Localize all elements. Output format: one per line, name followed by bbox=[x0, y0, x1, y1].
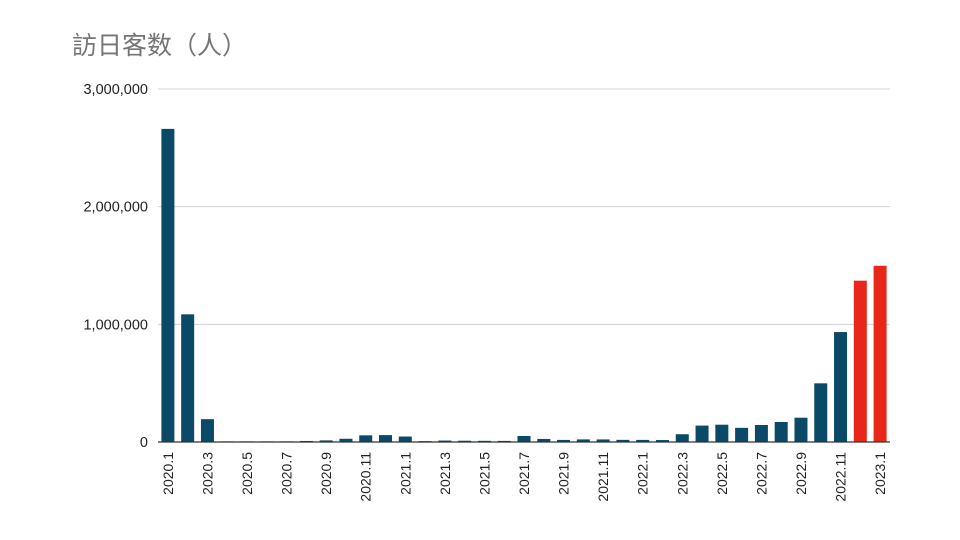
y-tick-label: 0 bbox=[140, 435, 148, 451]
x-tick-label: 2022.5 bbox=[714, 452, 730, 495]
bar bbox=[339, 438, 353, 442]
bar bbox=[636, 439, 650, 442]
x-tick-label: 2020.9 bbox=[318, 452, 334, 495]
x-tick-label: 2022.11 bbox=[833, 452, 849, 502]
x-tick-label: 2020.7 bbox=[279, 452, 295, 495]
bar bbox=[379, 435, 393, 442]
bar bbox=[161, 128, 175, 442]
bar bbox=[517, 435, 531, 442]
x-tick-label: 2023.1 bbox=[872, 452, 888, 495]
bar bbox=[814, 383, 828, 442]
x-tick-label: 2021.9 bbox=[556, 452, 572, 495]
x-tick-label: 2021.11 bbox=[595, 452, 611, 502]
bar bbox=[873, 265, 887, 442]
x-tick-label: 2022.1 bbox=[635, 452, 651, 495]
x-tick-label: 2021.5 bbox=[476, 452, 492, 495]
y-tick-labels: 0 1,000,000 2,000,000 3,000,000 bbox=[83, 82, 148, 451]
bars bbox=[161, 128, 887, 442]
bar bbox=[537, 438, 551, 442]
bar bbox=[794, 417, 808, 442]
y-tick-label: 3,000,000 bbox=[83, 82, 148, 98]
bar bbox=[200, 419, 214, 442]
bar bbox=[616, 439, 630, 442]
x-tick-label: 2020.1 bbox=[160, 452, 176, 495]
bar bbox=[359, 435, 373, 442]
x-tick-label: 2022.7 bbox=[753, 452, 769, 495]
bar bbox=[675, 434, 689, 442]
x-tick-label: 2021.3 bbox=[437, 452, 453, 495]
gridlines bbox=[158, 88, 890, 325]
x-tick-labels: 2020.1 2020.3 2020.5 2020.7 2020.9 2020.11 202… bbox=[160, 452, 888, 502]
bar bbox=[655, 440, 669, 442]
x-tick-label: 2020.3 bbox=[199, 452, 215, 495]
bar bbox=[754, 424, 768, 442]
x-tick-label: 2020.5 bbox=[239, 452, 255, 495]
bar bbox=[398, 436, 412, 442]
bar bbox=[319, 440, 333, 442]
x-tick-label: 2021.7 bbox=[516, 452, 532, 495]
y-tick-label: 2,000,000 bbox=[83, 200, 148, 216]
bar bbox=[438, 440, 452, 442]
bar bbox=[853, 280, 867, 442]
bar bbox=[458, 440, 472, 442]
bar bbox=[596, 439, 610, 442]
bar bbox=[576, 439, 590, 442]
bar bbox=[181, 314, 195, 442]
x-tick-label: 2020.11 bbox=[358, 452, 374, 502]
y-tick-label: 1,000,000 bbox=[83, 317, 148, 333]
bar bbox=[557, 439, 571, 442]
chart-title: 訪日客数（人） bbox=[72, 31, 248, 60]
bar bbox=[834, 332, 848, 442]
x-tick-label: 2022.9 bbox=[793, 452, 809, 495]
x-tick-label: 2021.1 bbox=[397, 452, 413, 495]
bar bbox=[715, 424, 729, 442]
bar bbox=[695, 425, 709, 442]
bar bbox=[735, 427, 749, 442]
bar bbox=[774, 422, 788, 442]
x-tick-label: 2022.3 bbox=[674, 452, 690, 495]
